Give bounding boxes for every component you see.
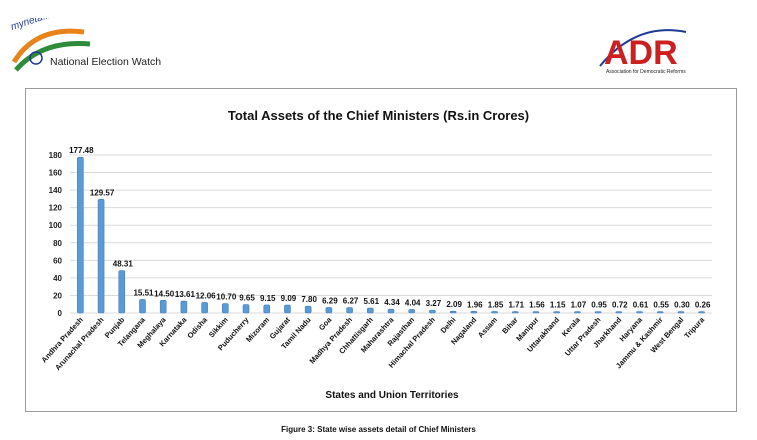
bar: [366, 307, 374, 314]
data-label: 7.80: [301, 295, 317, 304]
data-label: 129.57: [90, 188, 115, 197]
chart-title: Total Assets of the Chief Ministers (Rs.…: [227, 108, 530, 123]
bar: [325, 307, 333, 314]
bar: [636, 311, 643, 314]
adr-text: ADR: [604, 34, 678, 72]
data-label: 9.09: [281, 294, 297, 303]
x-tick-label: Bihar: [500, 315, 520, 335]
x-tick-label: Assam: [476, 315, 499, 340]
chart-frame: [25, 88, 737, 412]
bar: [118, 270, 126, 314]
data-label: 1.85: [488, 300, 504, 309]
x-tick-label: Tripura: [682, 315, 706, 341]
bar: [615, 311, 623, 314]
data-label: 5.61: [364, 297, 380, 306]
x-axis-label: States and Union Territories: [325, 390, 459, 401]
bar: [677, 311, 685, 314]
data-label: 1.15: [550, 301, 566, 310]
data-label: 1.71: [508, 300, 524, 309]
data-label: 0.26: [695, 301, 711, 310]
bar: [470, 310, 478, 314]
bar: [222, 303, 229, 314]
y-tick-label: 140: [49, 186, 63, 195]
data-label: 4.34: [384, 298, 400, 307]
bar: [429, 309, 436, 314]
data-label: 6.27: [343, 296, 359, 305]
y-tick-label: 160: [49, 169, 63, 178]
data-label: 0.72: [612, 301, 628, 310]
national-election-watch-logo: myneta.info National Election Watch: [10, 18, 161, 72]
bar: [263, 304, 271, 314]
bar: [346, 307, 353, 314]
data-label: 14.50: [154, 289, 175, 298]
data-label: 0.61: [633, 301, 649, 310]
data-label: 1.56: [529, 301, 545, 310]
y-tick-label: 180: [49, 151, 63, 160]
data-label: 15.51: [133, 288, 154, 297]
bar: [491, 311, 498, 314]
y-tick-label: 100: [49, 221, 63, 230]
bar: [449, 310, 457, 314]
chakra-icon: [29, 51, 43, 65]
data-label: 177.48: [69, 146, 94, 155]
figure-caption: Figure 3: State wise assets detail of Ch…: [281, 425, 476, 434]
bar: [284, 304, 291, 314]
bar: [553, 311, 560, 314]
data-label: 48.31: [113, 260, 134, 269]
y-tick-label: 20: [53, 291, 62, 300]
bar: [574, 311, 581, 314]
adr-subtext: Association for Democratic Reforms: [606, 69, 686, 75]
data-label: 0.55: [653, 301, 669, 310]
data-label: 0.95: [591, 301, 607, 310]
bar: [594, 311, 602, 314]
data-label: 4.04: [405, 298, 421, 307]
bar: [698, 311, 705, 314]
logo-text: National Election Watch: [50, 56, 161, 68]
bar: [656, 311, 664, 314]
bar: [201, 302, 208, 314]
bar: [408, 309, 416, 314]
adr-logo: ADR Association for Democratic Reforms: [599, 29, 686, 75]
data-label: 1.96: [467, 300, 483, 309]
data-label: 13.61: [175, 290, 196, 299]
bar: [97, 198, 105, 314]
data-label: 6.29: [322, 296, 338, 305]
x-tick-label: Odisha: [185, 315, 209, 341]
data-label: 0.30: [674, 301, 690, 310]
y-tick-label: 60: [53, 256, 62, 265]
data-label: 9.15: [260, 294, 276, 303]
bar: [242, 304, 250, 314]
bar: [159, 299, 167, 314]
bar: [180, 300, 188, 314]
data-label: 12.06: [196, 291, 217, 300]
x-tick-label: Goa: [317, 315, 334, 332]
bar: [532, 311, 540, 314]
bar: [77, 156, 84, 314]
data-label: 10.70: [216, 293, 237, 302]
bar: [387, 308, 395, 314]
y-tick-label: 0: [58, 309, 63, 318]
data-label: 9.65: [239, 294, 255, 303]
data-label: 3.27: [426, 299, 442, 308]
x-tick-label: Delhi: [439, 315, 458, 335]
data-label: 2.09: [446, 300, 462, 309]
y-tick-label: 40: [53, 274, 62, 283]
y-tick-label: 80: [53, 239, 62, 248]
bar: [139, 299, 146, 314]
y-tick-label: 120: [49, 204, 63, 213]
bar: [304, 305, 312, 314]
bar: [511, 311, 519, 314]
data-label: 1.07: [571, 301, 587, 310]
